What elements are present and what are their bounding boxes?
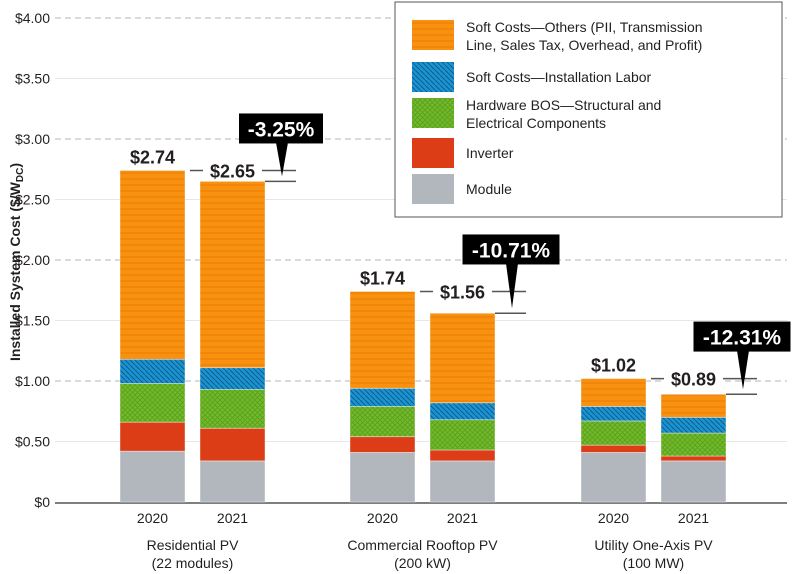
bar-segment-inverter	[580, 444, 647, 453]
change-callout	[239, 113, 323, 144]
bar-segment-module	[119, 450, 186, 503]
x-tick-year: 2020	[137, 510, 168, 526]
bar-segment-soft-costs	[119, 358, 186, 384]
bar-segment-soft-costs	[429, 312, 496, 404]
bar-segment-inverter	[429, 449, 496, 462]
group-label: Residential PV	[147, 537, 239, 553]
y-tick-label: $2.50	[15, 192, 50, 208]
bar-segment-inverter	[199, 427, 266, 462]
bar-segment-inverter	[119, 421, 186, 452]
bar-segment-module	[429, 460, 496, 503]
bar-segment-soft-costs	[429, 402, 496, 421]
total-label-2020: $1.74	[360, 268, 405, 288]
legend-label: Hardware BOS—Structural and	[466, 97, 661, 113]
bar-segment-soft-costs	[349, 291, 416, 389]
callout-pointer	[737, 350, 749, 390]
total-label-2021: $1.56	[440, 282, 485, 302]
bar-segment-inverter	[660, 455, 727, 462]
callout-pointer	[276, 142, 288, 177]
bar-segment-hardware-bos	[580, 420, 647, 446]
y-tick-label: $1.00	[15, 373, 50, 389]
group-label: Utility One-Axis PV	[594, 537, 713, 553]
legend-label: Module	[466, 181, 512, 197]
group-sublabel: (200 kW)	[394, 555, 451, 571]
total-label-2021: $0.89	[671, 370, 716, 390]
label-bg	[664, 367, 723, 388]
bar-segment-inverter	[349, 436, 416, 453]
legend-label-line2: Line, Sales Tax, Overhead, and Profit)	[466, 37, 702, 53]
legend-label: Inverter	[466, 145, 514, 161]
legend-swatch	[412, 174, 454, 204]
x-tick-year: 2020	[598, 510, 629, 526]
bar-segment-soft-costs	[580, 378, 647, 407]
bar-segment-soft-costs	[199, 180, 266, 369]
bar-segment-module	[199, 460, 266, 503]
bar-segment-hardware-bos	[660, 432, 727, 457]
bar-segment-soft-costs	[119, 170, 186, 360]
label-bg	[203, 159, 262, 180]
legend-swatch	[412, 138, 454, 168]
bar-segment-soft-costs	[349, 387, 416, 407]
x-tick-year: 2021	[447, 510, 478, 526]
change-callout	[693, 321, 791, 352]
legend-label-line2: Electrical Components	[466, 115, 606, 131]
bar-segment-soft-costs	[660, 416, 727, 434]
legend-swatch	[412, 62, 454, 92]
x-tick-year: 2020	[367, 510, 398, 526]
y-tick-label: $3.50	[15, 71, 50, 87]
bar-segment-hardware-bos	[349, 406, 416, 438]
y-tick-label: $0	[34, 494, 50, 510]
legend-label: Soft Costs—Others (PII, Transmission	[466, 19, 703, 35]
total-label-2020: $2.74	[130, 147, 175, 167]
bar-segment-soft-costs	[580, 406, 647, 422]
bar-segment-hardware-bos	[199, 389, 266, 429]
change-callout	[462, 234, 560, 265]
y-axis-label: Installed System Cost ($/WDC)	[7, 163, 26, 361]
total-label-2020: $1.02	[591, 356, 636, 376]
bar-segment-module	[580, 451, 647, 503]
legend-label: Soft Costs—Installation Labor	[466, 69, 652, 85]
change-percent: -10.71%	[472, 239, 551, 262]
total-label-2021: $2.65	[210, 161, 255, 181]
y-tick-label: $3.00	[15, 131, 50, 147]
legend	[394, 1, 783, 218]
x-tick-year: 2021	[678, 510, 709, 526]
group-sublabel: (100 MW)	[623, 555, 684, 571]
bar-segment-soft-costs	[660, 393, 727, 418]
bar-segment-hardware-bos	[429, 419, 496, 451]
y-tick-label: $4.00	[15, 10, 50, 26]
y-tick-label: $2.00	[15, 252, 50, 268]
bar-segment-module	[660, 460, 727, 503]
y-tick-label: $0.50	[15, 434, 50, 450]
y-tick-label: $1.50	[15, 313, 50, 329]
legend-swatch	[412, 98, 454, 128]
bar-segment-module	[349, 451, 416, 503]
change-percent: -3.25%	[248, 118, 315, 141]
group-sublabel: (22 modules)	[152, 555, 234, 571]
label-bg	[433, 280, 492, 301]
group-label: Commercial Rooftop PV	[347, 537, 498, 553]
callout-pointer	[506, 263, 518, 309]
bar-segment-soft-costs	[199, 367, 266, 390]
change-percent: -12.31%	[703, 327, 782, 350]
bar-segment-hardware-bos	[119, 383, 186, 423]
x-tick-year: 2021	[217, 510, 248, 526]
legend-swatch	[412, 20, 454, 50]
